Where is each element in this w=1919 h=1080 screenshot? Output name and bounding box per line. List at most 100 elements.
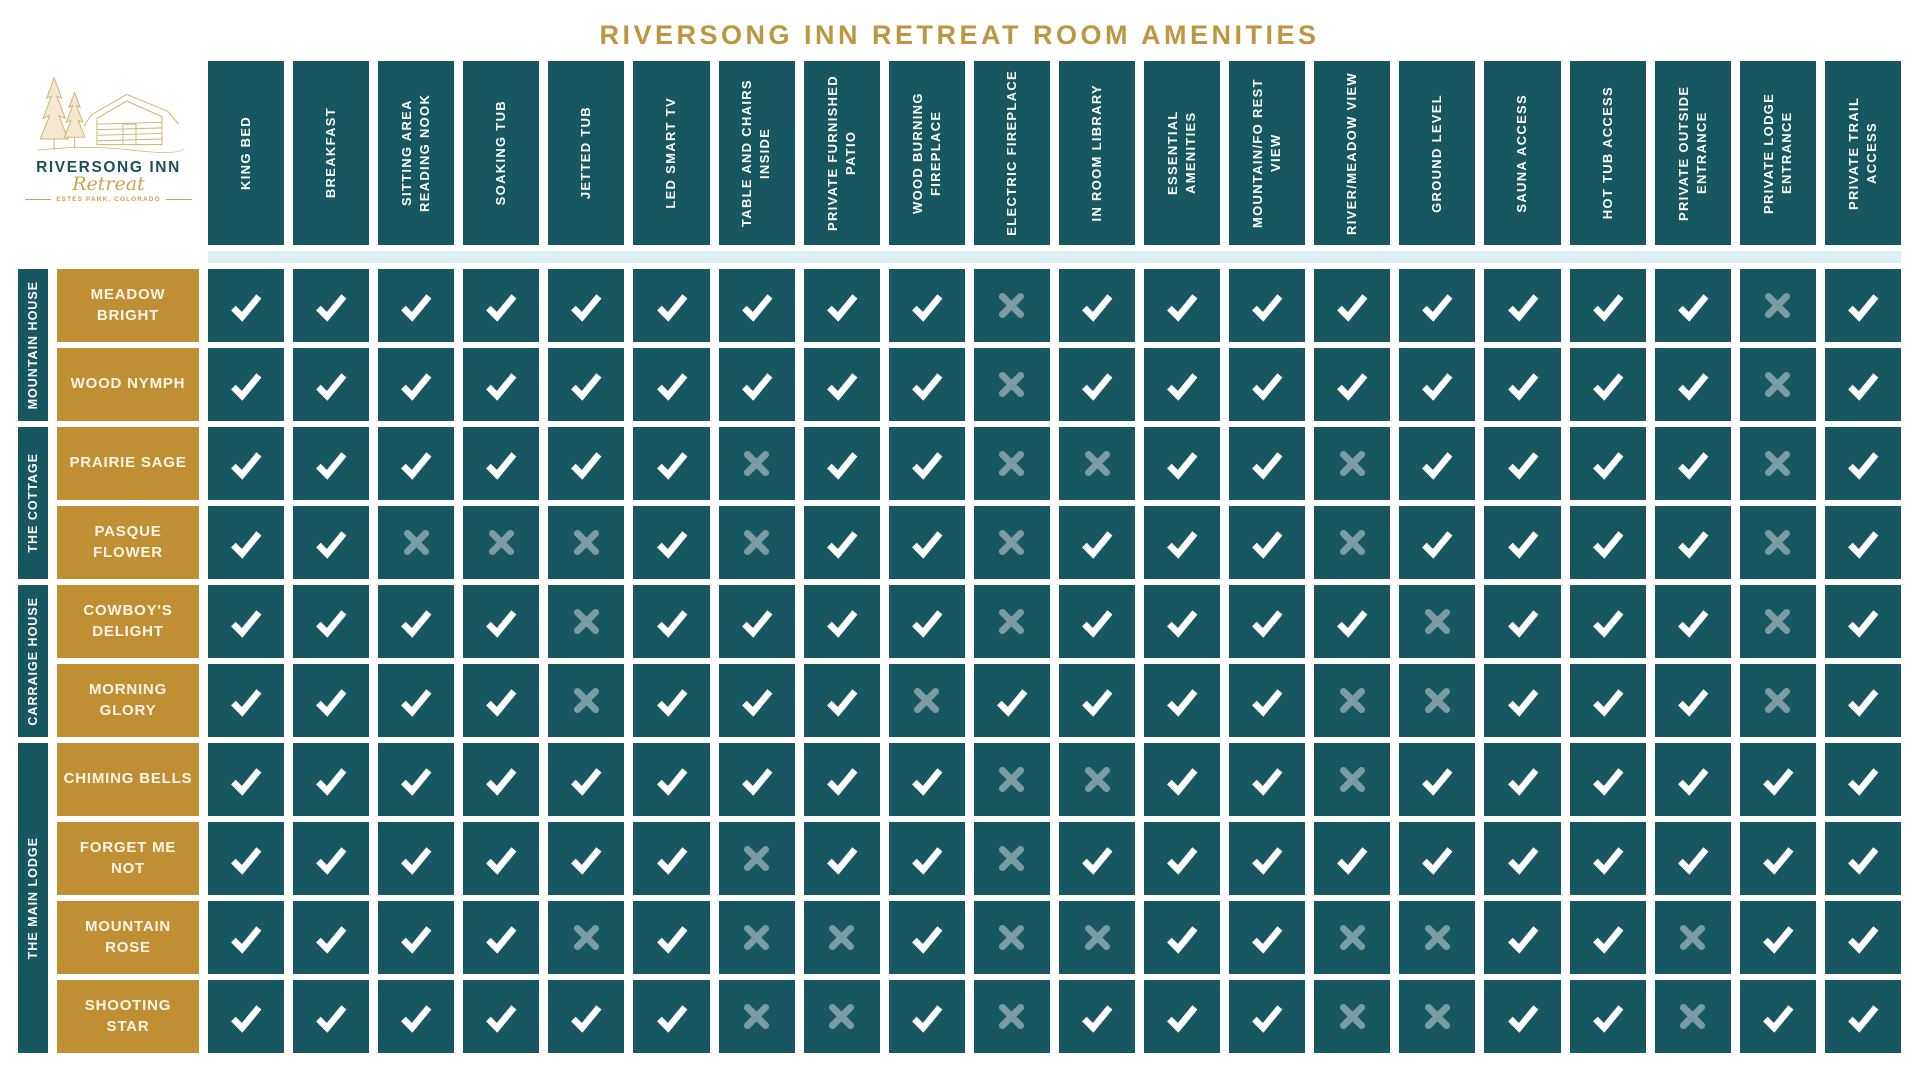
- amenity-cell-wood-nymph-breakfast: [293, 348, 370, 421]
- amenity-cell-meadow-bright-private-lodge-entrance: [1739, 269, 1816, 342]
- check-icon: [1507, 688, 1538, 717]
- check-icon: [1252, 372, 1283, 401]
- amenity-cell-mountain-rose-in-room-library: [1058, 901, 1136, 974]
- x-icon: [744, 1003, 770, 1030]
- logo-tagline: Retreat: [72, 173, 145, 195]
- check-icon: [1848, 1004, 1879, 1033]
- check-icon: [1592, 530, 1624, 559]
- amenity-cell-mountain-rose-wood-burning-fireplace: [888, 901, 965, 974]
- amenity-cell-morning-glory-jetted-tub: [548, 664, 625, 737]
- check-icon: [1592, 609, 1624, 638]
- amenity-cell-forget-me-not-king-bed: [208, 822, 285, 895]
- check-icon: [1848, 767, 1879, 796]
- check-icon: [1507, 925, 1538, 954]
- room-label-wood-nymph: WOOD NYMPH: [57, 348, 199, 421]
- column-header-wood-burning-fireplace: WOOD BURNING FIREPLACE: [888, 61, 965, 245]
- check-icon: [401, 372, 432, 401]
- amenity-cell-chiming-bells-private-trail-access: [1824, 743, 1901, 816]
- x-icon: [829, 924, 855, 951]
- amenity-cell-morning-glory-hot-tub-access: [1569, 664, 1646, 737]
- amenity-cell-pasque-flower-sitting-area-reading-nook: [378, 506, 455, 579]
- amenity-cell-meadow-bright-ground-level: [1399, 269, 1476, 342]
- check-icon: [1252, 846, 1283, 875]
- amenity-cell-wood-nymph-wood-burning-fireplace: [888, 348, 965, 421]
- check-icon: [1592, 451, 1624, 480]
- x-icon: [999, 1003, 1025, 1030]
- amenity-cell-chiming-bells-soaking-tub: [463, 743, 540, 816]
- amenity-cell-wood-nymph-king-bed: [208, 348, 285, 421]
- check-icon: [1592, 925, 1624, 954]
- amenity-cell-cowboy-s-delight-private-trail-access: [1824, 585, 1901, 658]
- check-icon: [316, 609, 347, 638]
- x-icon: [999, 845, 1025, 872]
- column-header-breakfast: BREAKFAST: [293, 61, 370, 245]
- check-icon: [1677, 451, 1709, 480]
- check-icon: [1082, 609, 1113, 638]
- check-icon: [1848, 846, 1879, 875]
- check-icon: [1848, 688, 1879, 717]
- amenity-cell-chiming-bells-sauna-access: [1484, 743, 1561, 816]
- x-icon: [1680, 1003, 1706, 1030]
- amenity-cell-prairie-sage-mountain-fo-rest-view: [1229, 427, 1306, 500]
- amenity-cell-meadow-bright-hot-tub-access: [1569, 269, 1646, 342]
- amenity-cell-morning-glory-table-and-chairs-inside: [718, 664, 795, 737]
- amenity-cell-morning-glory-river-meadow-view: [1314, 664, 1391, 737]
- amenity-cell-cowboy-s-delight-breakfast: [293, 585, 370, 658]
- amenity-cell-wood-nymph-river-meadow-view: [1314, 348, 1391, 421]
- amenity-cell-cowboy-s-delight-electric-fireplace: [973, 585, 1050, 658]
- check-icon: [1337, 372, 1368, 401]
- room-label-shooting-star: SHOOTING STAR: [57, 980, 199, 1053]
- column-header-private-outside-entrance: PRIVATE OUTSIDE ENTRANCE: [1654, 61, 1731, 245]
- amenity-cell-pasque-flower-private-lodge-entrance: [1739, 506, 1816, 579]
- check-icon: [401, 688, 432, 717]
- column-header-label: SAUNA ACCESS: [1514, 93, 1530, 213]
- amenity-cell-shooting-star-private-outside-entrance: [1654, 980, 1731, 1053]
- amenity-cell-prairie-sage-hot-tub-access: [1569, 427, 1646, 500]
- amenity-cell-meadow-bright-soaking-tub: [463, 269, 540, 342]
- amenity-cell-pasque-flower-electric-fireplace: [973, 506, 1050, 579]
- check-icon: [1252, 451, 1283, 480]
- column-header-label: WOOD BURNING FIREPLACE: [909, 92, 943, 214]
- amenity-cell-cowboy-s-delight-private-furnished-patio: [803, 585, 880, 658]
- amenity-cell-shooting-star-river-meadow-view: [1314, 980, 1391, 1053]
- check-icon: [316, 1004, 347, 1033]
- amenity-cell-forget-me-not-private-furnished-patio: [803, 822, 880, 895]
- check-icon: [1252, 1004, 1283, 1033]
- amenity-cell-shooting-star-private-furnished-patio: [803, 980, 880, 1053]
- amenity-cell-cowboy-s-delight-mountain-fo-rest-view: [1229, 585, 1306, 658]
- amenity-cell-chiming-bells-river-meadow-view: [1314, 743, 1391, 816]
- check-icon: [656, 451, 687, 480]
- check-icon: [1592, 846, 1624, 875]
- check-icon: [1762, 925, 1794, 954]
- room-label-text: FORGET ME NOT: [79, 839, 177, 877]
- amenity-cell-pasque-flower-mountain-fo-rest-view: [1229, 506, 1306, 579]
- amenity-cell-chiming-bells-private-furnished-patio: [803, 743, 880, 816]
- amenity-cell-wood-nymph-electric-fireplace: [973, 348, 1050, 421]
- amenity-cell-forget-me-not-mountain-fo-rest-view: [1229, 822, 1306, 895]
- amenity-cell-pasque-flower-soaking-tub: [463, 506, 540, 579]
- amenity-cell-mountain-rose-soaking-tub: [463, 901, 540, 974]
- x-icon: [999, 924, 1025, 951]
- check-icon: [1848, 372, 1879, 401]
- amenity-cell-forget-me-not-sitting-area-reading-nook: [378, 822, 455, 895]
- check-icon: [1167, 688, 1198, 717]
- column-header-mountain-fo-rest-view: MOUNTAIN/FO REST VIEW: [1229, 61, 1306, 245]
- amenity-cell-morning-glory-led-smart-tv: [633, 664, 710, 737]
- dash-right: [165, 199, 192, 200]
- column-header-label: MOUNTAIN/FO REST VIEW: [1250, 78, 1284, 228]
- amenity-cell-prairie-sage-essential-amenities: [1144, 427, 1221, 500]
- amenity-cell-meadow-bright-private-trail-access: [1824, 269, 1901, 342]
- check-icon: [1252, 293, 1283, 322]
- amenity-cell-forget-me-not-breakfast: [293, 822, 370, 895]
- room-label-text: CHIMING BELLS: [63, 770, 193, 788]
- x-icon: [999, 292, 1025, 319]
- check-icon: [1167, 1004, 1198, 1033]
- amenity-cell-forget-me-not-essential-amenities: [1144, 822, 1221, 895]
- amenity-cell-prairie-sage-wood-burning-fireplace: [888, 427, 965, 500]
- amenities-table: RIVERSONG INN Retreat ESTES PARK, COLORA…: [18, 61, 1901, 1053]
- amenity-cell-shooting-star-private-trail-access: [1824, 980, 1901, 1053]
- amenity-cell-forget-me-not-sauna-access: [1484, 822, 1561, 895]
- check-icon: [1677, 293, 1709, 322]
- amenity-cell-morning-glory-mountain-fo-rest-view: [1229, 664, 1306, 737]
- amenity-cell-cowboy-s-delight-wood-burning-fireplace: [888, 585, 965, 658]
